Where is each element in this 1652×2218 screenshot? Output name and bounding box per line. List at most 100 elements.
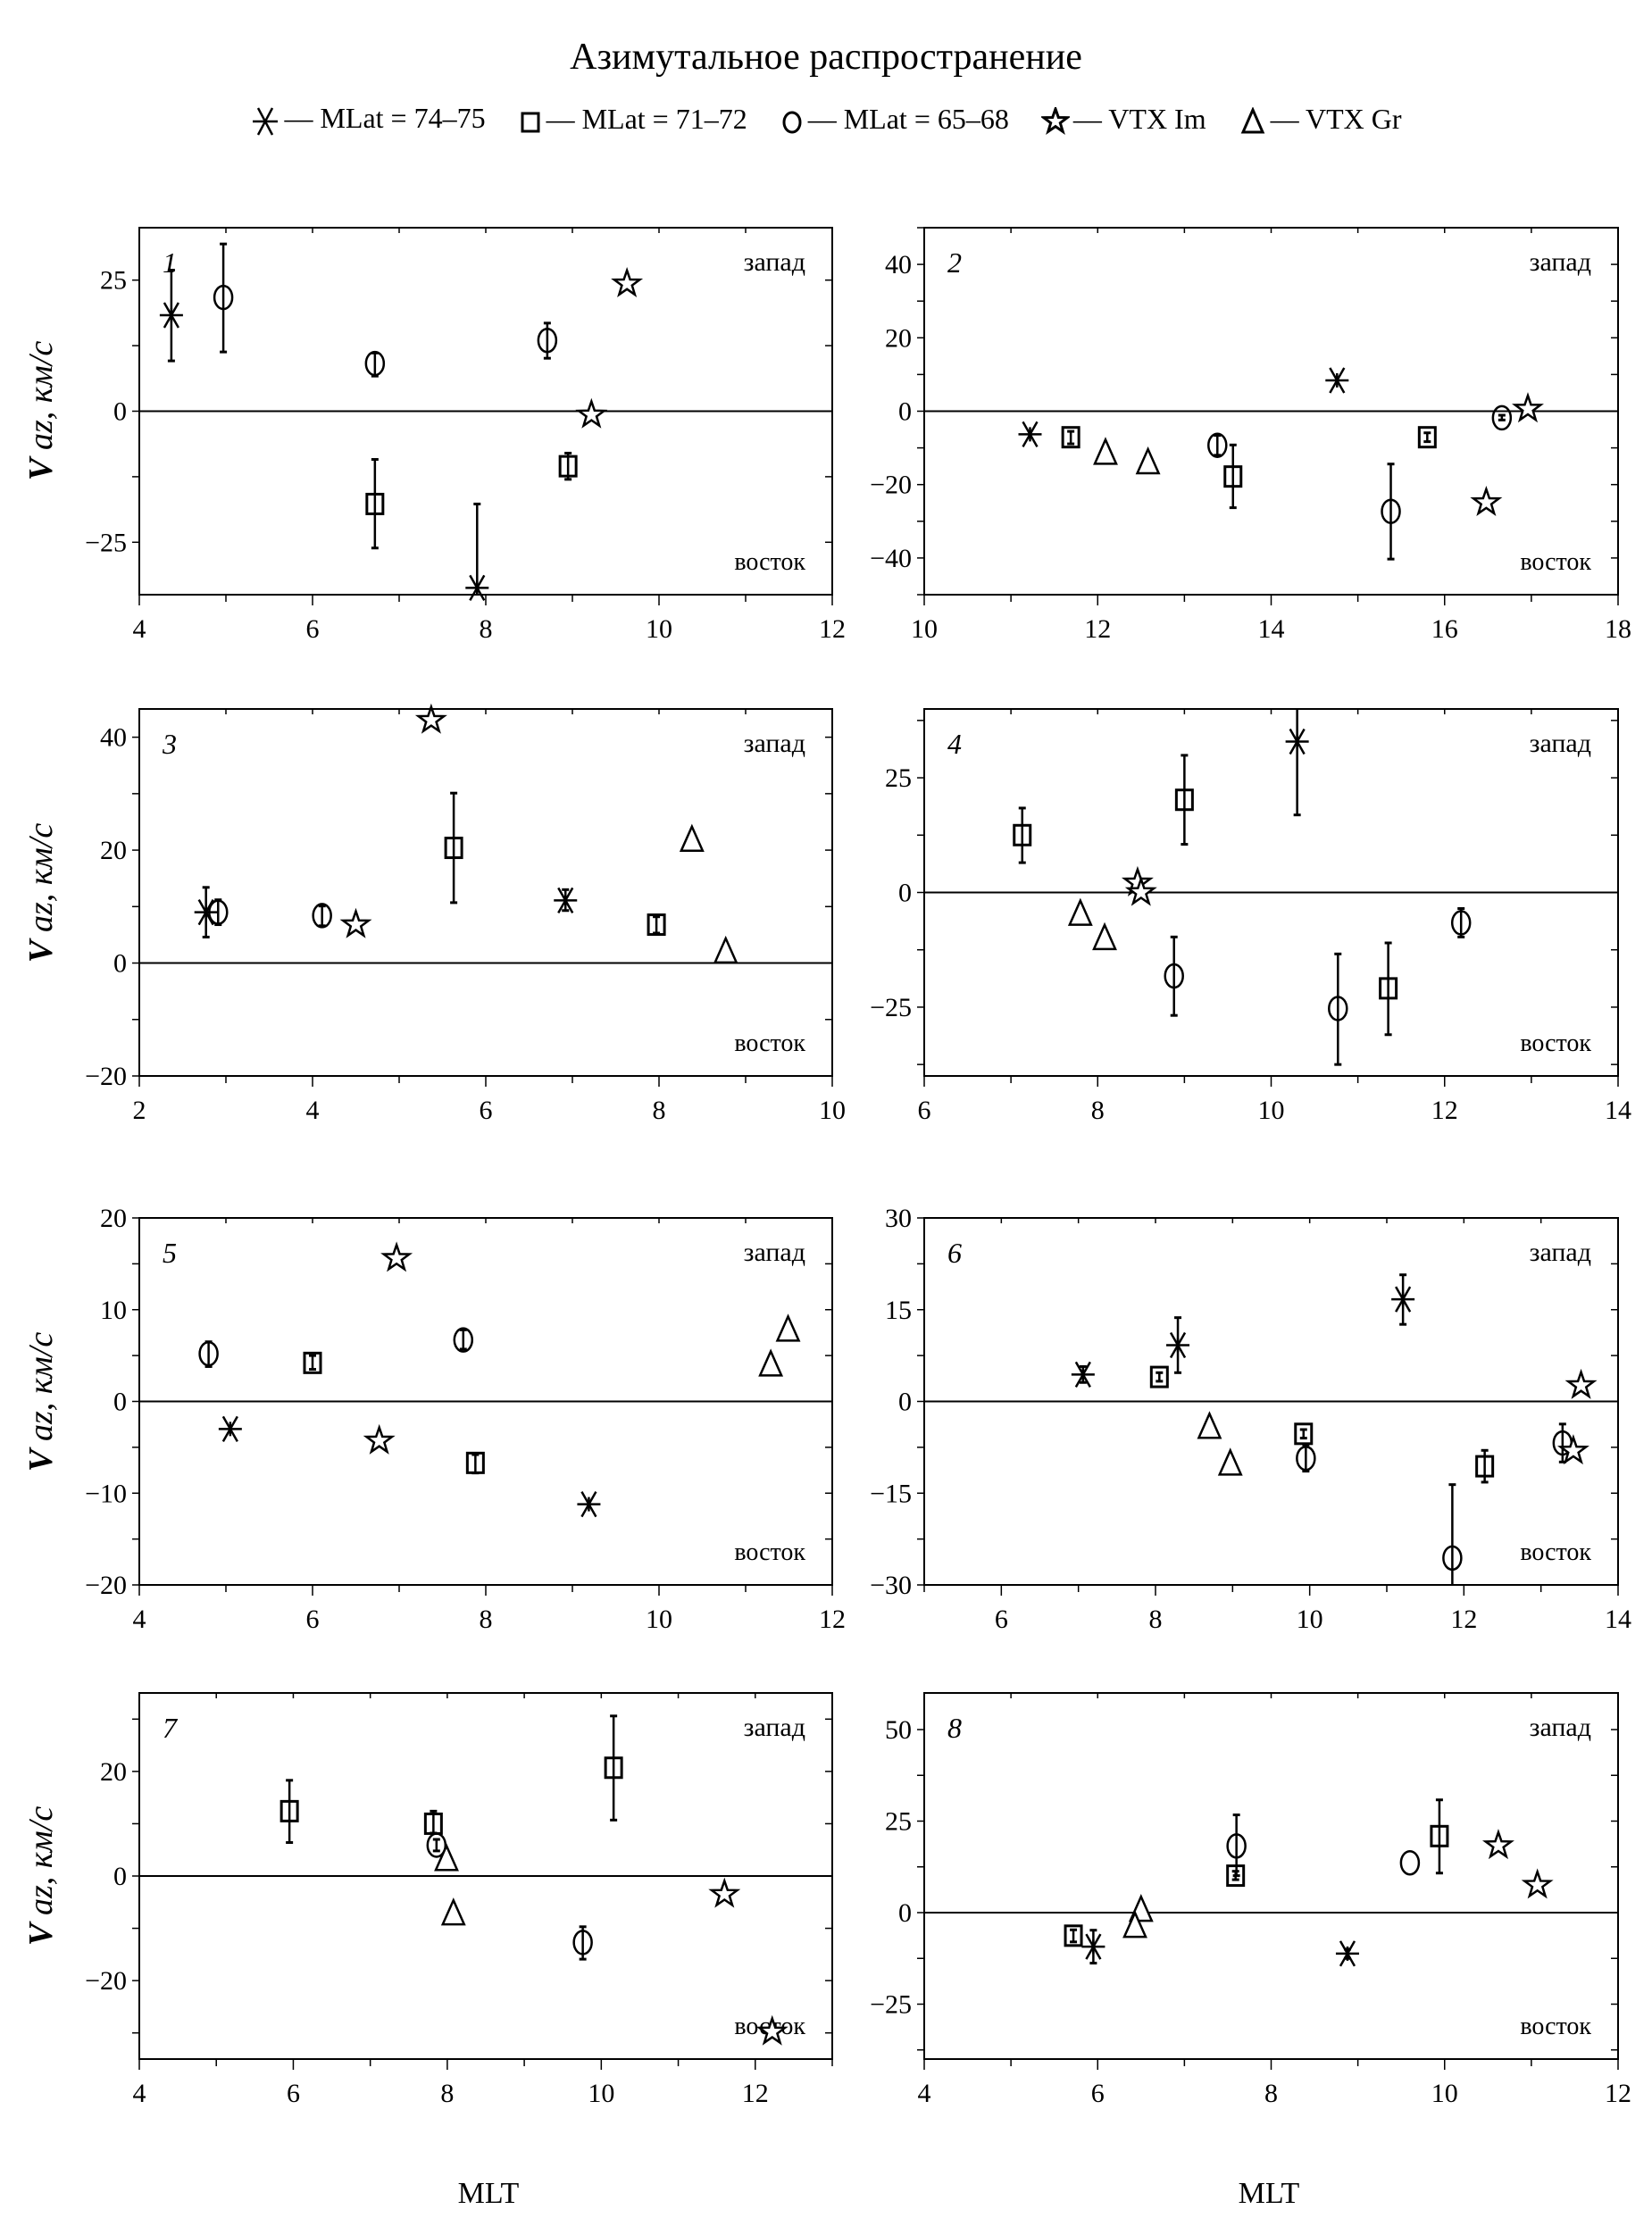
x-tick-label: 12: [1431, 1096, 1458, 1125]
x-tick-label: 8: [440, 2079, 454, 2108]
data-point-square: [1223, 443, 1243, 510]
square-marker: [1294, 1422, 1314, 1446]
x-tick-label: 12: [819, 1605, 846, 1634]
west-annotation: запад: [744, 729, 805, 758]
asterisk-marker: [1285, 728, 1309, 755]
y-label-subscript: az, км/с: [22, 1806, 60, 1915]
data-point-triangle: [1217, 1447, 1243, 1476]
legend-label: — MLat = 65–68: [807, 103, 1009, 136]
data-point-square: [1430, 1798, 1449, 1875]
asterisk-marker: [1018, 421, 1042, 448]
x-tick-label: 10: [1431, 2079, 1458, 2108]
data-point-triangle: [775, 1313, 801, 1342]
panel-4: 6 8 10 12 14 −25 0 25 4 запад восток: [870, 708, 1631, 1125]
y-tick-label: 0: [113, 397, 127, 427]
data-point-circle: [426, 1832, 447, 1858]
asterisk-marker: [554, 887, 578, 913]
circle-marker: [1226, 1833, 1247, 1859]
y-tick-label: 30: [885, 1204, 912, 1233]
y-label-symbol: V: [22, 932, 60, 963]
data-point-triangle: [1122, 1910, 1147, 1939]
triangle-marker: [1217, 1447, 1243, 1476]
data-point-square: [303, 1351, 322, 1374]
data-point-triangle: [434, 1843, 459, 1872]
star-marker: [414, 703, 447, 734]
x-tick-label: 6: [306, 614, 320, 644]
data-point-asterisk: [1335, 1940, 1359, 1967]
y-tick-label: 25: [885, 763, 912, 793]
y-label-subscript: az, км/с: [22, 1332, 60, 1441]
y-label-symbol: V: [22, 1441, 60, 1472]
star-marker: [708, 1877, 741, 1908]
y-tick-label: 25: [100, 266, 127, 296]
x-tick-label: 4: [306, 1096, 320, 1125]
plot-frame: [138, 708, 833, 1077]
square-marker: [1061, 426, 1080, 449]
data-point-circle: [572, 1925, 593, 1961]
data-point-circle: [1450, 906, 1472, 938]
data-point-circle: [1442, 1483, 1463, 1585]
circle-marker: [198, 1340, 219, 1367]
square-marker: [444, 837, 463, 860]
data-point-circle: [1328, 952, 1348, 1066]
y-tick-label: −25: [85, 528, 127, 557]
x-tick-label: 18: [1605, 614, 1631, 644]
x-tick-label: 12: [1084, 614, 1111, 644]
y-axis-label-row-3: V az, км/с: [22, 1332, 60, 1472]
x-tick-label: 10: [819, 1096, 846, 1125]
data-point-triangle: [1093, 437, 1118, 465]
x-tick-label: 10: [1258, 1096, 1285, 1125]
asterisk-marker: [1071, 1361, 1095, 1388]
triangle-marker: [758, 1348, 784, 1377]
x-tick-label: 16: [1431, 614, 1458, 644]
star-marker: [1481, 1829, 1514, 1860]
triangle-marker: [775, 1313, 801, 1342]
east-annotation: восток: [734, 1030, 805, 1057]
y-tick-label: 0: [898, 1388, 912, 1417]
star-marker-icon: [1039, 104, 1072, 136]
data-point-circle: [453, 1327, 474, 1353]
data-point-star: [1512, 392, 1544, 423]
data-point-asterisk: [159, 269, 183, 363]
circle-marker: [1207, 432, 1228, 458]
circle-marker: [1296, 1445, 1316, 1472]
panel-number: 5: [163, 1237, 177, 1269]
star-marker: [380, 1241, 413, 1272]
y-tick-label: 20: [100, 1757, 127, 1787]
x-tick-label: 14: [1605, 1605, 1631, 1634]
data-point-square: [423, 1809, 443, 1835]
legend-item-mlat-65-68: — MLat = 65–68: [780, 103, 1009, 136]
panel-number: 2: [947, 246, 962, 279]
data-point-asterisk: [577, 1490, 601, 1518]
panel-number: 8: [947, 1712, 962, 1744]
data-point-star: [1124, 875, 1157, 906]
panel-number: 7: [163, 1712, 179, 1744]
data-point-square: [1174, 754, 1194, 846]
y-tick-label: 0: [113, 949, 127, 979]
circle-marker: [1450, 910, 1472, 936]
triangle-marker: [713, 935, 738, 964]
east-annotation: восток: [1520, 548, 1591, 576]
data-point-circle: [1381, 463, 1401, 561]
y-tick-label: 0: [898, 879, 912, 908]
y-tick-label: 20: [100, 1204, 127, 1233]
data-point-triangle: [1135, 446, 1161, 475]
data-point-star: [363, 1423, 396, 1455]
y-tick-label: −15: [870, 1479, 912, 1508]
data-point-square: [1013, 806, 1032, 864]
asterisk-marker: [159, 302, 183, 329]
data-point-square: [1475, 1448, 1495, 1484]
y-tick-label: 10: [100, 1296, 127, 1325]
square-marker: [1223, 465, 1243, 488]
panel-5: 4 6 8 10 12 −20 −10 0 10 20 5 запад восток: [85, 1204, 846, 1634]
east-annotation: восток: [1520, 2013, 1591, 2040]
square-marker: [1379, 977, 1398, 1000]
square-marker-icon: [521, 112, 540, 133]
square-marker: [604, 1756, 623, 1780]
x-tick-label: 14: [1258, 614, 1285, 644]
circle-marker: [453, 1327, 474, 1353]
triangle-marker: [1093, 437, 1118, 465]
y-label-symbol: V: [22, 1915, 60, 1946]
y-label-subscript: az, км/с: [22, 341, 60, 450]
y-tick-label: 0: [113, 1862, 127, 1891]
